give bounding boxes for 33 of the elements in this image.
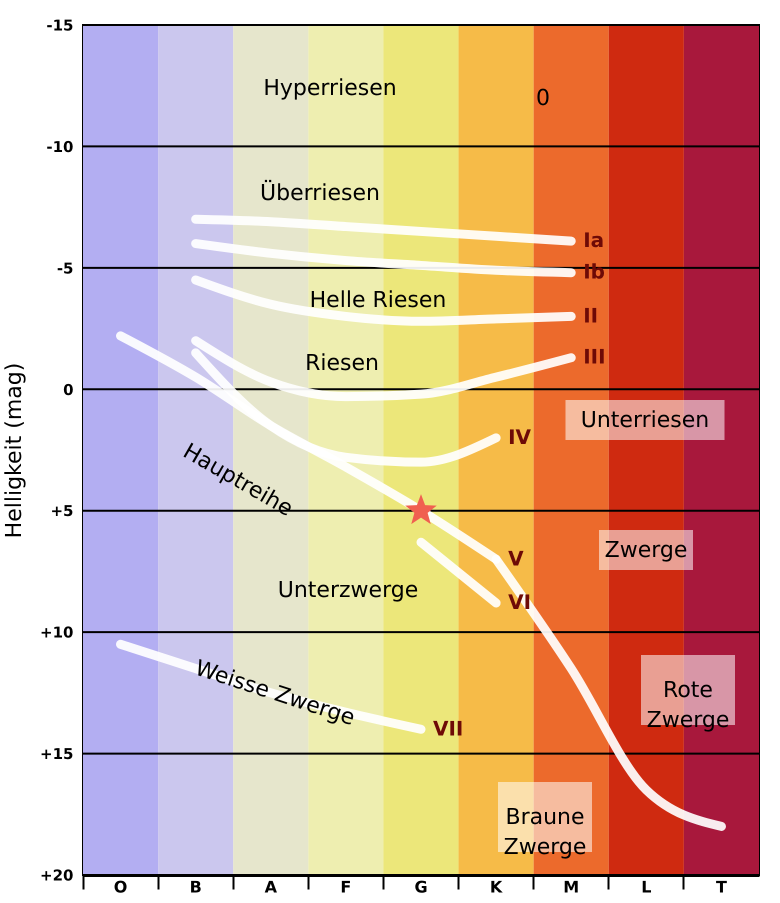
annotation: Zwerge [604, 538, 688, 563]
annotation: Hyperriesen [263, 76, 397, 101]
annotation: Überriesen [260, 179, 380, 206]
annotation: Unterzwerge [278, 578, 418, 603]
y-tick-label: -5 [56, 259, 74, 278]
annotation: Helle Riesen [310, 288, 446, 313]
y-tick-label: -15 [46, 16, 74, 34]
x-tick-label: B [190, 878, 202, 896]
x-tick-label: M [563, 878, 580, 896]
series-label: III [583, 344, 606, 369]
y-tick-label: +15 [40, 745, 74, 764]
series-label: V [508, 546, 524, 570]
series-label: VII [433, 716, 464, 740]
annotation: Braune Zwerge [504, 805, 586, 860]
series-label: Ia [583, 228, 604, 252]
x-tick-label: G [414, 878, 428, 896]
y-tick-label: +10 [40, 624, 74, 642]
y-tick-label: +20 [40, 866, 74, 884]
x-tick-label: O [114, 878, 128, 896]
x-tick-label: A [264, 878, 278, 896]
y-tick-label: 0 [63, 380, 74, 399]
x-tick-label: F [340, 878, 352, 896]
x-tick-label: K [490, 878, 503, 896]
y-tick-label: -10 [46, 138, 74, 156]
x-tick-label: L [641, 878, 652, 896]
y-tick-label: +5 [50, 502, 74, 520]
series-label: IV [508, 424, 532, 449]
x-tick-label: T [716, 878, 727, 896]
annotation: Riesen [305, 351, 379, 376]
y-axis-title: Helligkeit (mag) [2, 362, 28, 538]
annotation: Unterriesen [580, 408, 710, 433]
annotation: 0 [536, 86, 550, 111]
series-label: II [583, 303, 598, 328]
